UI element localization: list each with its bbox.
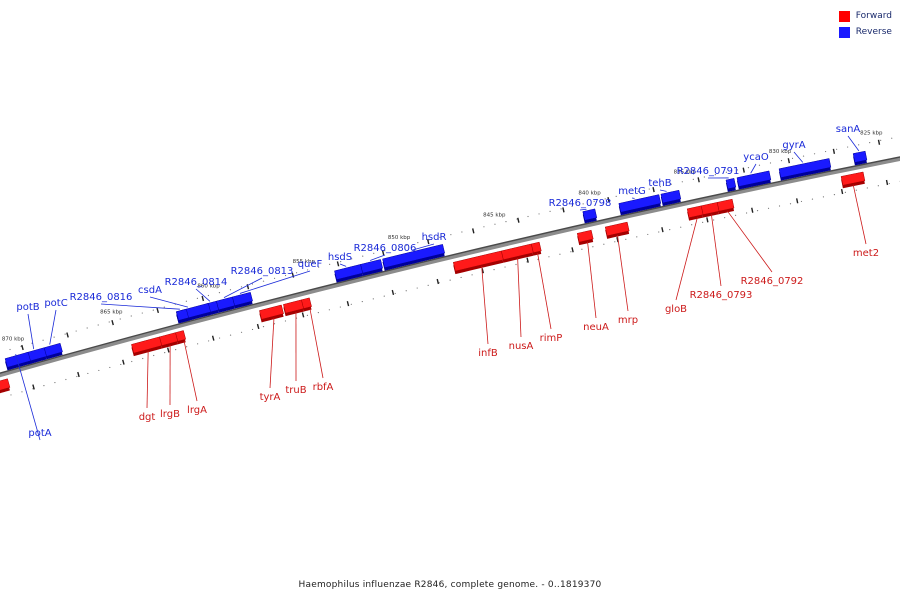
- R2846_0792-label: R2846_0792: [741, 276, 804, 287]
- R2846_0793-label: R2846_0793: [690, 290, 753, 301]
- rimP-label: rimP: [540, 333, 563, 344]
- metG-label: metG: [618, 186, 646, 197]
- potA-label: potA: [28, 428, 51, 439]
- hsdS-label: hsdS: [328, 252, 352, 263]
- nusA-leader: [518, 258, 521, 337]
- infB-leader: [482, 266, 488, 344]
- truB-label: truB: [285, 385, 306, 396]
- gyrA-label: gyrA: [782, 140, 805, 151]
- nusA-label: nusA: [509, 341, 534, 352]
- R2846_0798-label: R2846_0798: [549, 198, 612, 209]
- R2846_0793-leader: [711, 214, 721, 286]
- axis-label: 825 kbp: [860, 130, 883, 136]
- reverse-swatch: [839, 27, 850, 38]
- queF-label: queF: [298, 259, 323, 270]
- ycaO-leader: [751, 164, 756, 173]
- rimP-leader: [538, 253, 551, 329]
- csdA-leader: [150, 297, 188, 307]
- lrgA-leader: [184, 341, 197, 401]
- potB-leader: [28, 314, 34, 349]
- sanA-label: sanA: [836, 124, 861, 135]
- legend-reverse-label: Reverse: [856, 27, 892, 37]
- lrgB-label: lrgB: [160, 409, 180, 420]
- genome-caption: Haemophilus influenzae R2846, complete g…: [0, 580, 900, 590]
- axis-label: 845 kbp: [483, 212, 506, 218]
- rbfA-leader: [310, 309, 323, 378]
- hsdR-label: hsdR: [422, 232, 447, 243]
- infB-label: infB: [478, 348, 498, 359]
- R2846_0814-label: R2846_0814: [165, 277, 228, 288]
- gyrA-leader: [794, 152, 803, 162]
- neuA-label: neuA: [583, 322, 609, 333]
- R2846_0791-label: R2846_0791: [677, 166, 740, 177]
- hsdS-leader: [340, 264, 346, 266]
- R2846_0816-label: R2846_0816: [70, 292, 133, 303]
- mrp-leader: [618, 235, 628, 311]
- met2-label: met2: [853, 248, 879, 259]
- tyrA-label: tyrA: [260, 392, 281, 403]
- potB-label: potB: [16, 302, 39, 313]
- dgt-leader: [147, 351, 148, 408]
- R2846_0816-leader: [101, 304, 180, 309]
- tehB-label: tehB: [648, 178, 671, 189]
- rbfA-label: rbfA: [313, 382, 334, 393]
- axis-label: 865 kbp: [100, 309, 123, 315]
- tyrA-leader: [270, 318, 274, 388]
- potC-leader: [50, 310, 56, 345]
- potC-label: potC: [44, 298, 67, 309]
- legend-reverse: Reverse: [839, 24, 892, 40]
- lrgA-label: lrgA: [187, 405, 207, 416]
- R2846_0806-label: R2846_0806: [354, 243, 417, 254]
- axis-label: 850 kbp: [388, 235, 411, 241]
- met2-leader: [853, 185, 866, 244]
- legend-forward: Forward: [839, 8, 892, 24]
- axis-label: 870 kbp: [2, 337, 25, 343]
- R2846_0791-gene[interactable]: [726, 178, 736, 189]
- R2846_0813-label: R2846_0813: [231, 266, 294, 277]
- gloB-leader: [676, 217, 697, 300]
- axis-label: 840 kbp: [578, 190, 601, 196]
- gloB-label: gloB: [665, 304, 687, 315]
- sanA-leader: [848, 136, 859, 151]
- R2846_0792-leader: [727, 211, 772, 272]
- dgt-label: dgt: [139, 412, 156, 423]
- csdA-label: csdA: [138, 285, 162, 296]
- legend: Forward Reverse: [839, 8, 892, 40]
- tehB-leader: [660, 190, 667, 191]
- R2846_0798-leader: [580, 209, 586, 210]
- ycaO-label: ycaO: [743, 152, 769, 163]
- forward-swatch: [839, 11, 850, 22]
- legend-forward-label: Forward: [856, 11, 892, 21]
- neuA-leader: [588, 242, 596, 318]
- mrp-label: mrp: [618, 315, 638, 326]
